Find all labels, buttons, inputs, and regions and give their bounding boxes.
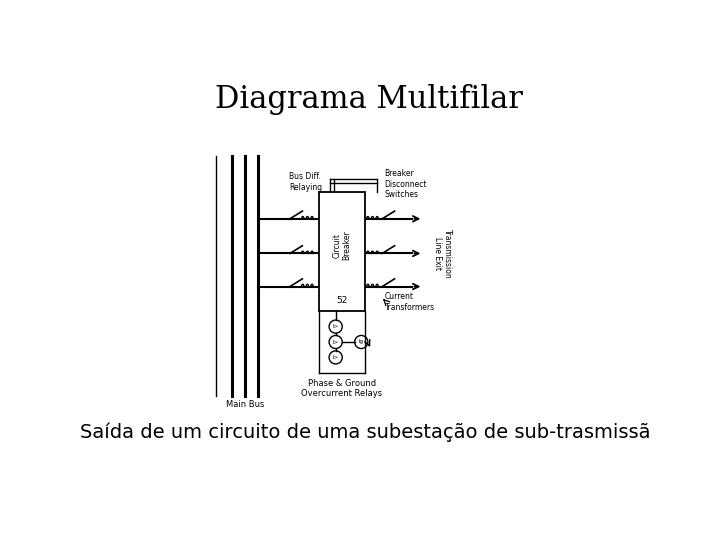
Text: Diagrama Multifilar: Diagrama Multifilar xyxy=(215,84,523,115)
Text: Breaker
Disconnect
Switches: Breaker Disconnect Switches xyxy=(384,169,427,199)
Text: Bus Diff.
Relaying: Bus Diff. Relaying xyxy=(289,172,323,192)
Text: Current
Transformers: Current Transformers xyxy=(384,292,435,312)
Text: 52: 52 xyxy=(336,296,348,305)
Text: Phase & Ground
Overcurrent Relays: Phase & Ground Overcurrent Relays xyxy=(301,379,382,399)
Text: Transmission
Line Exit: Transmission Line Exit xyxy=(433,228,452,278)
Text: I>: I> xyxy=(333,355,339,360)
Text: Ig: Ig xyxy=(359,340,364,345)
Bar xyxy=(319,192,365,311)
Text: I>: I> xyxy=(333,324,339,329)
Text: I>: I> xyxy=(333,340,339,345)
Text: Main Bus: Main Bus xyxy=(226,400,264,409)
Text: Saída de um circuito de uma subestação de sub-trasmissã: Saída de um circuito de uma subestação d… xyxy=(80,422,650,442)
Text: Circuit
Breaker: Circuit Breaker xyxy=(332,231,351,260)
